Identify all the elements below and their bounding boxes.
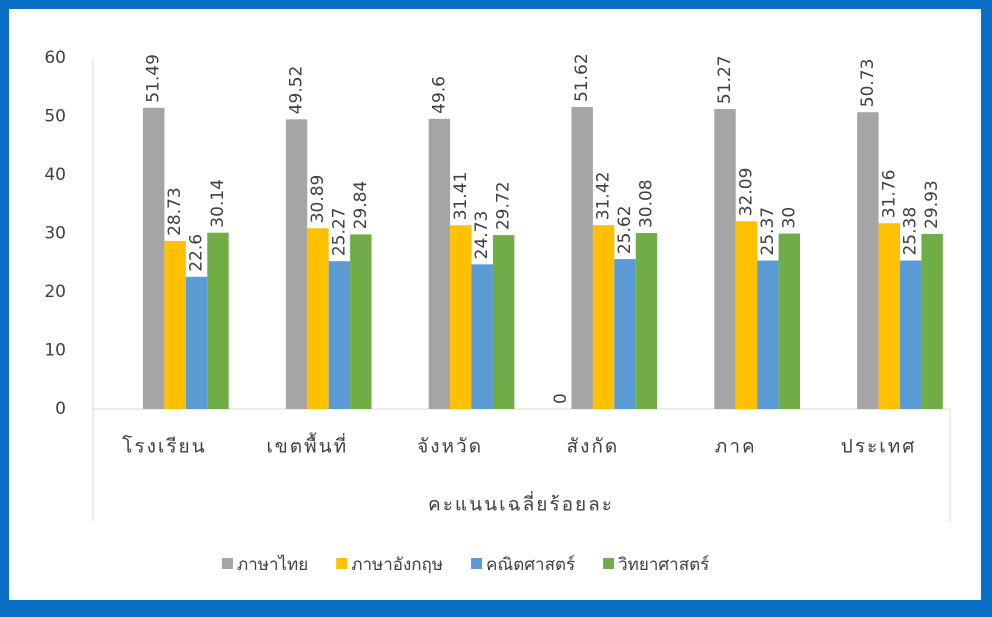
bar: [428, 118, 451, 409]
value-label: 51.27: [715, 55, 735, 104]
bar: [285, 119, 308, 410]
bar: [635, 233, 658, 409]
value-label: 25.62: [615, 205, 635, 254]
value-label: 50.73: [858, 59, 878, 108]
bar: [450, 225, 472, 409]
value-label: 22.6: [187, 234, 207, 272]
bar: [857, 112, 879, 410]
x-axis-title: คะแนนเฉลี่ยร้อยละ: [428, 491, 614, 516]
value-label: 0: [551, 393, 571, 404]
value-label: 32.09: [736, 168, 756, 217]
bar: [757, 260, 779, 409]
value-label: 30.08: [636, 179, 656, 228]
bar: [592, 225, 615, 409]
value-label: 29.72: [494, 181, 514, 230]
legend-swatch: [603, 558, 615, 569]
x-tick-label: สังกัด: [567, 436, 620, 458]
x-tick-label: เขตพื้นที่: [266, 433, 348, 458]
value-label: 30.89: [308, 175, 328, 224]
bar: [307, 228, 329, 409]
value-label: 30: [779, 207, 799, 229]
bar: [185, 276, 208, 409]
bar: [921, 233, 943, 409]
legend-label: วิทยาศาสตร์: [618, 555, 710, 575]
y-tick-label: 40: [44, 165, 66, 185]
value-label: 28.73: [165, 187, 185, 236]
value-label: 30.14: [208, 179, 228, 228]
value-label: 25.27: [329, 207, 349, 256]
legend-swatch: [471, 558, 483, 569]
y-tick-label: 10: [44, 341, 66, 361]
value-label: 31.41: [451, 172, 471, 221]
value-label: 51.62: [572, 53, 592, 102]
value-label: 24.73: [472, 211, 492, 260]
y-tick-label: 60: [44, 48, 66, 68]
value-label: 49.52: [287, 66, 307, 115]
value-label: 25.38: [901, 207, 921, 256]
value-label: 51.49: [144, 54, 164, 103]
y-tick-label: 50: [44, 107, 66, 127]
legend-label: ภาษาไทย: [237, 554, 308, 575]
bar: [350, 234, 372, 409]
bar: [471, 264, 493, 409]
bar: [164, 240, 186, 409]
value-label: 25.37: [758, 207, 778, 256]
x-tick-label: โรงเรียน: [122, 435, 207, 458]
value-label: 31.42: [594, 172, 614, 221]
bar: [207, 232, 229, 409]
legend-swatch: [336, 558, 348, 569]
x-tick-label: ประเทศ: [841, 436, 917, 458]
legend-label: คณิตศาสตร์: [486, 555, 575, 575]
legend-swatch: [222, 558, 233, 569]
value-label: 31.76: [879, 170, 899, 219]
bar: [614, 259, 636, 409]
bar: [778, 233, 801, 409]
bar: [878, 223, 901, 409]
bar: [735, 221, 758, 409]
bar: [142, 107, 165, 409]
bar: [492, 235, 515, 409]
y-tick-label: 30: [44, 224, 66, 244]
bar: [571, 107, 593, 409]
value-label: 29.93: [922, 180, 942, 229]
bar: [900, 260, 922, 409]
y-tick-label: 20: [44, 282, 66, 302]
bar: [328, 261, 351, 409]
legend-label: ภาษาอังกฤษ: [351, 555, 443, 575]
y-tick-label: 0: [55, 399, 66, 419]
value-label: 29.84: [351, 181, 371, 230]
value-label: 49.6: [429, 76, 449, 114]
x-tick-label: ภาค: [715, 436, 757, 458]
bar: [714, 109, 736, 410]
x-tick-label: จังหวัด: [417, 436, 483, 458]
